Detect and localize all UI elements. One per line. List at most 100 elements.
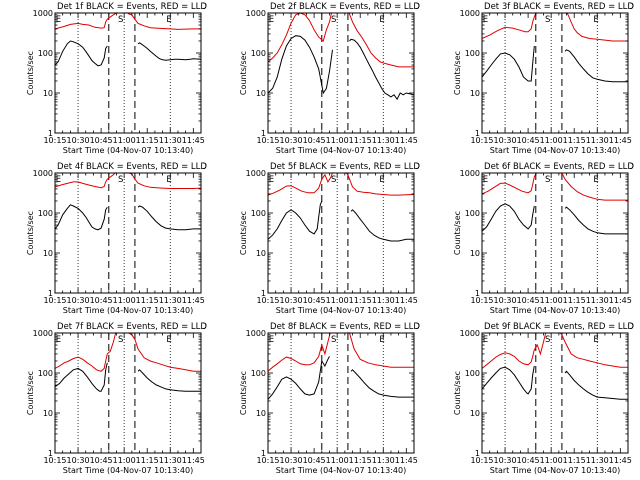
clip-mask bbox=[480, 0, 630, 13]
x-tick-label: 11:30 bbox=[372, 456, 395, 465]
panel-title-overlay: Det 1f BLACK = Events, RED = LLD bbox=[57, 2, 207, 12]
x-tick-label: 10:45 bbox=[90, 456, 113, 465]
x-tick-label: 11:45 bbox=[395, 296, 418, 305]
events-series-line bbox=[54, 40, 202, 67]
y-tick-label: 1 bbox=[48, 289, 53, 298]
y-axis-label: Counts/sec bbox=[453, 371, 462, 415]
x-tick-label: 10:45 bbox=[517, 456, 540, 465]
x-tick-label: 11:15 bbox=[563, 296, 586, 305]
y-tick-label: 100 bbox=[38, 49, 53, 58]
panel-title-overlay: Det 6f BLACK = Events, RED = LLD bbox=[484, 162, 634, 172]
x-tick-label: 11:00 bbox=[326, 296, 349, 305]
events-series-line bbox=[54, 204, 201, 231]
events-series-line bbox=[267, 35, 415, 101]
panel-5: Det 5f BLACK = Events, RED = LLDDet 5f B… bbox=[239, 159, 420, 315]
y-tick-label: 100 bbox=[38, 209, 53, 218]
x-tick-label: 11:45 bbox=[182, 136, 205, 145]
x-tick-label: 11:15 bbox=[136, 136, 159, 145]
event-marker-e: E bbox=[166, 15, 171, 25]
event-marker-e: E bbox=[56, 175, 61, 185]
y-tick-label: 10 bbox=[43, 249, 53, 258]
x-tick-label: 10:30 bbox=[280, 296, 303, 305]
event-marker-e: E bbox=[483, 15, 488, 25]
y-tick-label: 10 bbox=[470, 409, 480, 418]
y-tick-label: 1 bbox=[475, 129, 480, 138]
event-marker-e: E bbox=[379, 15, 384, 25]
event-marker-e: E bbox=[379, 175, 384, 185]
x-tick-label: 11:45 bbox=[182, 296, 205, 305]
plot-frame bbox=[481, 172, 629, 294]
event-marker-s: S bbox=[545, 15, 550, 25]
event-marker-e: E bbox=[593, 175, 598, 185]
x-tick-label: 11:00 bbox=[540, 296, 563, 305]
plot-frame bbox=[267, 172, 415, 294]
y-tick-label: 1 bbox=[475, 289, 480, 298]
x-axis-label: Start Time (04-Nov-07 10:13:40) bbox=[490, 306, 620, 315]
x-tick-label: 11:00 bbox=[326, 136, 349, 145]
clip-mask bbox=[266, 159, 416, 173]
clip-mask bbox=[480, 319, 630, 333]
panel-title-overlay: Det 7f BLACK = Events, RED = LLD bbox=[57, 322, 207, 332]
event-marker-e: E bbox=[269, 175, 274, 185]
event-marker-s: S bbox=[118, 15, 123, 25]
x-tick-label: 10:30 bbox=[67, 456, 90, 465]
x-tick-label: 11:30 bbox=[372, 296, 395, 305]
plot-frame bbox=[481, 332, 629, 454]
x-axis-label: Start Time (04-Nov-07 10:13:40) bbox=[63, 146, 193, 155]
x-tick-label: 11:15 bbox=[563, 456, 586, 465]
y-tick-label: 1000 bbox=[460, 9, 480, 18]
clip-mask bbox=[266, 0, 416, 13]
plot-frame bbox=[267, 332, 415, 454]
event-marker-e: E bbox=[166, 335, 171, 345]
event-marker-e: E bbox=[166, 175, 171, 185]
panel-title-overlay: Det 3f BLACK = Events, RED = LLD bbox=[484, 2, 634, 12]
event-marker-e: E bbox=[379, 335, 384, 345]
panel-title-overlay: Det 8f BLACK = Events, RED = LLD bbox=[270, 322, 420, 332]
x-axis-label: Start Time (04-Nov-07 10:13:40) bbox=[276, 306, 406, 315]
panel-1: Det 1f BLACK = Events, RED = LLDDet 1f B… bbox=[26, 0, 207, 155]
event-marker-s: S bbox=[118, 175, 123, 185]
y-tick-label: 1000 bbox=[33, 329, 53, 338]
x-axis-label: Start Time (04-Nov-07 10:13:40) bbox=[276, 466, 406, 475]
x-tick-label: 11:15 bbox=[349, 296, 372, 305]
y-axis-label: Counts/sec bbox=[239, 51, 248, 95]
panel-9: Det 9f BLACK = Events, RED = LLDDet 9f B… bbox=[453, 319, 634, 475]
x-tick-label: 11:00 bbox=[113, 456, 136, 465]
clip-mask bbox=[480, 159, 630, 173]
y-tick-label: 10 bbox=[470, 249, 480, 258]
events-series-line bbox=[54, 362, 201, 392]
y-tick-label: 10 bbox=[256, 409, 266, 418]
x-tick-label: 11:00 bbox=[540, 456, 563, 465]
x-tick-label: 11:45 bbox=[609, 296, 632, 305]
x-tick-label: 10:30 bbox=[67, 296, 90, 305]
y-axis-label: Counts/sec bbox=[239, 211, 248, 255]
y-tick-label: 10 bbox=[43, 409, 53, 418]
x-tick-label: 10:45 bbox=[303, 296, 326, 305]
lld-series-line bbox=[267, 6, 414, 68]
x-tick-label: 10:15 bbox=[470, 456, 493, 465]
x-tick-label: 10:45 bbox=[90, 136, 113, 145]
y-tick-label: 1000 bbox=[33, 169, 53, 178]
x-tick-label: 10:15 bbox=[256, 296, 279, 305]
x-tick-label: 10:30 bbox=[494, 136, 517, 145]
event-marker-e: E bbox=[56, 15, 61, 25]
event-marker-s: S bbox=[331, 335, 336, 345]
x-tick-label: 11:45 bbox=[609, 136, 632, 145]
x-tick-label: 10:30 bbox=[280, 456, 303, 465]
y-tick-label: 1 bbox=[48, 129, 53, 138]
panel-title-overlay: Det 2f BLACK = Events, RED = LLD bbox=[270, 2, 420, 12]
y-tick-label: 100 bbox=[251, 49, 266, 58]
plot-frame bbox=[481, 12, 629, 134]
y-axis-label: Counts/sec bbox=[26, 211, 35, 255]
lld-series-line bbox=[267, 326, 414, 372]
y-axis-label: Counts/sec bbox=[239, 371, 248, 415]
x-tick-label: 11:30 bbox=[586, 136, 609, 145]
x-tick-label: 10:30 bbox=[494, 296, 517, 305]
x-tick-label: 10:15 bbox=[43, 296, 66, 305]
x-tick-label: 10:30 bbox=[280, 136, 303, 145]
x-tick-label: 11:30 bbox=[586, 296, 609, 305]
event-marker-e: E bbox=[269, 15, 274, 25]
x-tick-label: 11:45 bbox=[182, 456, 205, 465]
x-axis-label: Start Time (04-Nov-07 10:13:40) bbox=[276, 146, 406, 155]
